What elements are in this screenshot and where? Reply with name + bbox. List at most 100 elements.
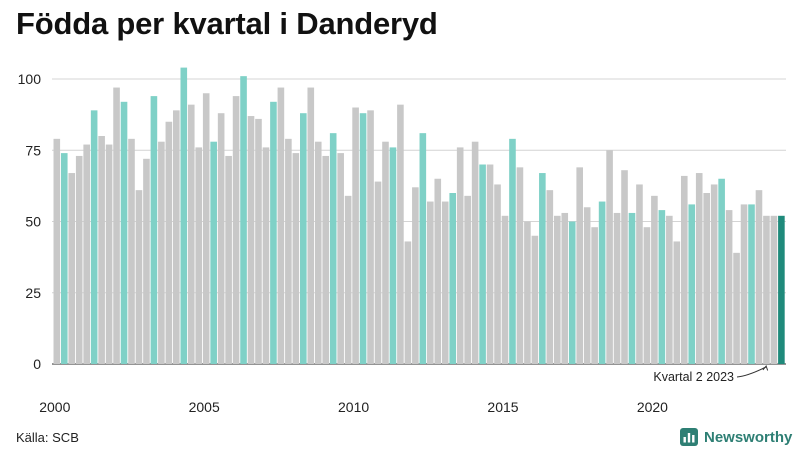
bar <box>494 184 501 364</box>
bar <box>255 118 262 365</box>
annotation-arrow <box>736 366 767 378</box>
bar <box>666 215 673 364</box>
bar <box>688 204 696 364</box>
bar <box>740 204 748 364</box>
bar <box>449 193 457 364</box>
bar <box>733 252 740 364</box>
bar <box>524 221 531 364</box>
bar <box>158 141 165 364</box>
bar <box>247 116 255 364</box>
bar <box>561 212 569 364</box>
bar <box>718 178 725 364</box>
bar <box>710 184 718 364</box>
bar <box>501 215 509 364</box>
bar <box>583 207 591 364</box>
bar <box>374 181 382 364</box>
bar <box>329 133 337 364</box>
x-tick-label: 2020 <box>637 399 668 415</box>
y-tick-label: 75 <box>25 142 41 158</box>
bar <box>135 190 143 364</box>
bar <box>337 153 344 364</box>
bar <box>113 87 120 365</box>
bar <box>300 113 307 364</box>
bar <box>344 195 352 364</box>
x-tick-label: 2000 <box>39 399 70 415</box>
bar <box>770 215 778 364</box>
bar <box>53 138 61 364</box>
bar <box>307 87 315 365</box>
bar <box>105 144 113 364</box>
bar <box>456 147 464 364</box>
bar <box>651 195 658 364</box>
x-axis-labels: 2000 2005 2010 2015 2020 <box>39 399 668 415</box>
bar <box>262 147 270 364</box>
bar <box>210 141 217 364</box>
bar <box>270 101 277 365</box>
bars <box>53 67 785 365</box>
bar <box>576 167 583 364</box>
bar <box>539 173 546 364</box>
bar <box>695 173 703 364</box>
bar <box>621 170 628 364</box>
bar <box>636 184 643 364</box>
bar-chart: 0 25 50 75 100 2000 2005 2010 2015 2020 Kvartal … <box>18 67 786 415</box>
bar <box>98 136 105 364</box>
bar <box>143 158 150 364</box>
x-tick-label: 2015 <box>487 399 518 415</box>
bar <box>187 104 195 365</box>
bar <box>232 96 240 364</box>
bar <box>404 241 412 364</box>
bar <box>471 141 479 364</box>
source-label: Källa: SCB <box>16 430 79 445</box>
brand-logo: Newsworthy <box>680 427 792 447</box>
y-tick-label: 100 <box>18 71 42 87</box>
bar <box>322 155 330 364</box>
bar <box>778 215 785 364</box>
bar <box>441 201 449 364</box>
annotation-label: Kvartal 2 2023 <box>653 370 734 384</box>
bar <box>516 167 524 364</box>
bar <box>60 153 68 364</box>
bar <box>434 178 442 364</box>
bar <box>359 113 367 364</box>
x-tick-label: 2005 <box>189 399 220 415</box>
bar <box>509 138 516 364</box>
bar <box>531 235 539 364</box>
bar <box>314 141 322 364</box>
bar <box>658 210 666 364</box>
bar <box>225 155 232 364</box>
bar <box>725 210 733 364</box>
bar <box>128 138 135 364</box>
bar <box>703 193 710 364</box>
bar <box>75 155 83 364</box>
y-axis-labels: 0 25 50 75 100 <box>18 71 42 372</box>
bar <box>643 227 651 364</box>
bar <box>389 147 397 364</box>
bar <box>352 107 359 364</box>
newsworthy-chart-icon <box>680 428 698 446</box>
bar <box>397 104 404 365</box>
bar <box>464 195 471 364</box>
bar <box>150 96 158 364</box>
bar <box>479 164 486 364</box>
bar <box>680 175 688 364</box>
bar <box>90 110 98 364</box>
bar <box>412 187 419 364</box>
bar <box>382 141 389 364</box>
brand-name: Newsworthy <box>704 428 793 446</box>
bar <box>613 212 621 364</box>
bar <box>195 147 203 364</box>
bar <box>606 150 613 364</box>
bar <box>68 173 76 364</box>
bar <box>628 212 636 364</box>
bar <box>165 121 173 364</box>
bar <box>367 110 374 364</box>
bar <box>120 101 128 365</box>
bar <box>277 87 285 365</box>
bar <box>598 201 606 364</box>
bar <box>83 144 90 364</box>
y-tick-label: 0 <box>33 356 41 372</box>
bar <box>553 215 561 364</box>
bar <box>763 215 770 364</box>
bar <box>591 227 598 364</box>
